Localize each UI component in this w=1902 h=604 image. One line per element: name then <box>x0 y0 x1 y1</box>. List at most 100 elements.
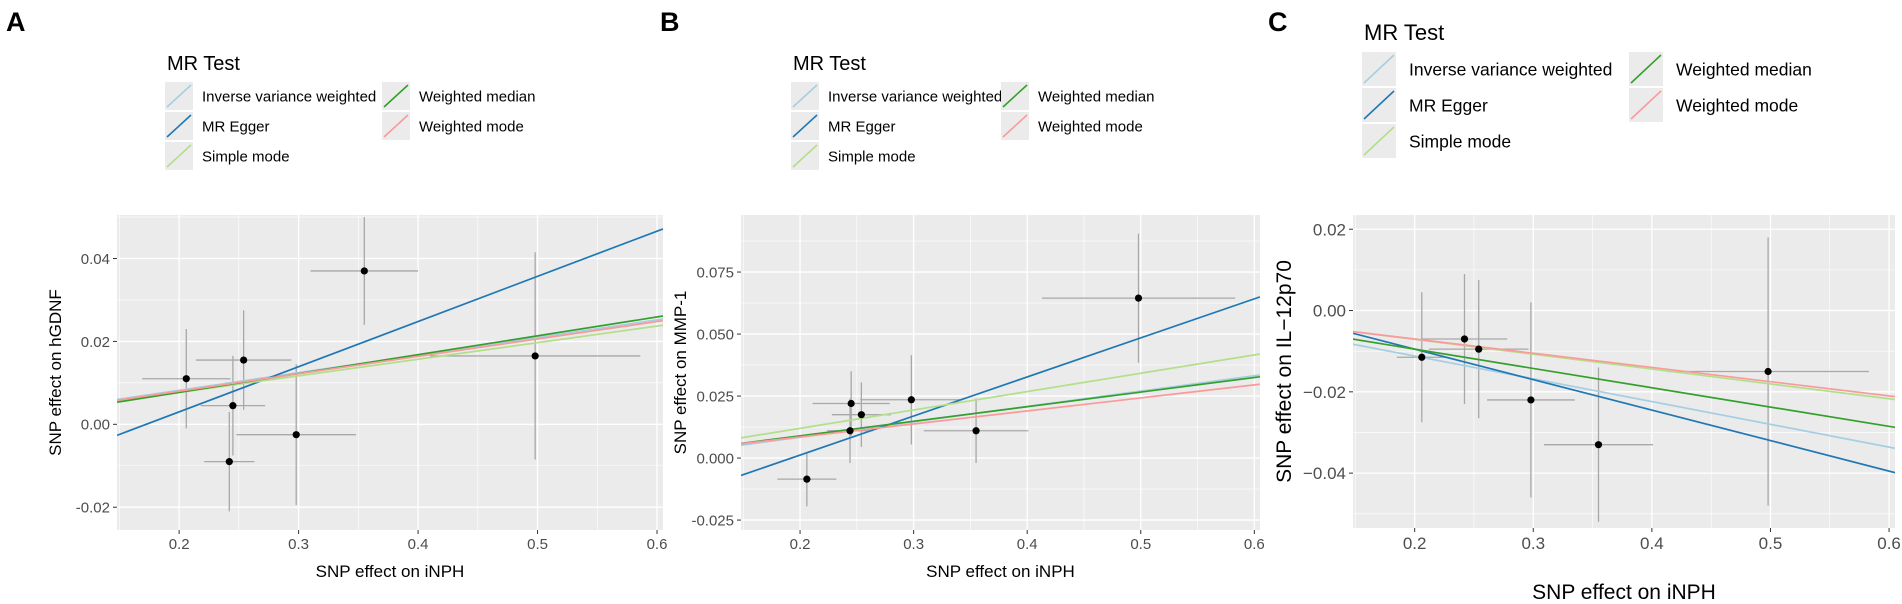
regression-line-wmode <box>741 383 1260 445</box>
legend-label-simple: Simple mode <box>202 148 290 165</box>
panel-b: B MR Test Inverse variance weighted MR Egge… <box>660 7 1265 581</box>
legend-key-egger <box>1363 90 1395 120</box>
legend-title: MR Test <box>1364 20 1444 45</box>
data-point <box>292 431 300 439</box>
data-point <box>229 402 237 410</box>
y-tick-label: 0.050 <box>696 326 734 343</box>
y-tick-label: 0.075 <box>696 264 734 281</box>
legend-key-simple <box>1363 126 1395 156</box>
y-tick-label: 0.02 <box>1313 220 1346 239</box>
x-axis-title: SNP effect on iNPH <box>926 562 1075 581</box>
x-tick-label: 0.3 <box>1521 534 1545 553</box>
legend-key-wmedian <box>383 84 409 108</box>
legend-label-wmedian: Weighted median <box>419 88 535 105</box>
data-point <box>847 399 855 408</box>
x-tick-label: 0.4 <box>1640 534 1664 553</box>
legend-key-wmode <box>383 114 409 138</box>
data-layer <box>1353 237 1895 522</box>
regression-line-wmedian <box>1353 338 1895 429</box>
gridlines <box>1353 215 1895 528</box>
legend-label-ivw: Inverse variance weighted <box>828 88 1002 105</box>
legend-key-wmode <box>1630 90 1662 120</box>
data-point <box>1475 345 1483 353</box>
data-point <box>360 267 368 275</box>
x-tick-label: 0.3 <box>288 536 309 553</box>
legend-label-ivw: Inverse variance weighted <box>202 88 376 105</box>
panel-letter: B <box>660 7 680 37</box>
legend-label-wmode: Weighted mode <box>1676 95 1798 115</box>
y-tick-label: -0.025 <box>691 512 734 529</box>
regression-line-wmedian <box>741 375 1260 445</box>
regression-line-wmedian <box>117 315 663 404</box>
legend-label-egger: MR Egger <box>202 118 270 135</box>
data-point <box>240 356 248 364</box>
x-tick-label: 0.2 <box>1403 534 1427 553</box>
legend-key-simple <box>166 144 192 168</box>
x-tick-label: 0.3 <box>903 536 924 553</box>
legend-key-egger <box>792 114 818 138</box>
data-point <box>907 396 915 404</box>
legend-key-ivw <box>166 84 192 108</box>
x-tick-label: 0.4 <box>1017 536 1038 553</box>
plot-area <box>117 215 663 530</box>
x-tick-label: 0.4 <box>408 536 429 553</box>
plot-area <box>741 215 1260 530</box>
y-tick-label: 0.000 <box>696 450 734 467</box>
y-tick-label: 0.00 <box>81 417 110 434</box>
legend-title: MR Test <box>167 53 240 75</box>
panel-a: A MR Test Inverse variance weighted MR Egge… <box>6 7 667 581</box>
x-tick-label: 0.2 <box>169 536 190 553</box>
y-axis-title: SNP effect on IL−12p70 <box>1273 260 1296 483</box>
regression-line-wmode <box>1353 330 1895 398</box>
panel-letter: C <box>1268 7 1288 37</box>
data-point <box>1134 294 1143 302</box>
legend-title: MR Test <box>793 53 866 75</box>
data-point <box>225 458 233 466</box>
data-point <box>1418 353 1426 361</box>
data-point <box>1764 367 1772 376</box>
legend-label-wmedian: Weighted median <box>1038 88 1154 105</box>
x-tick-label: 0.5 <box>1130 536 1151 553</box>
legend: MR Test Inverse variance weighted MR Egger… <box>165 53 535 170</box>
data-layer <box>741 233 1260 507</box>
legend-label-simple: Simple mode <box>828 148 916 165</box>
data-point <box>182 375 190 383</box>
x-tick-label: 0.6 <box>647 536 668 553</box>
data-point <box>972 427 980 435</box>
y-tick-label: 0.04 <box>81 251 110 268</box>
y-tick-label: -0.02 <box>76 500 110 517</box>
gridlines <box>117 215 663 530</box>
legend-key-egger <box>166 114 192 138</box>
regression-line-wmode <box>117 319 663 402</box>
data-point <box>803 475 811 483</box>
y-axis-title: SNP effect on MMP-1 <box>671 291 690 455</box>
regression-line-egger <box>741 296 1260 477</box>
data-point <box>846 427 854 435</box>
legend-key-ivw <box>1363 54 1395 84</box>
data-point <box>531 352 539 360</box>
y-tick-label: 0.02 <box>81 334 110 351</box>
legend: MR Test Inverse variance weighted MR Egger… <box>791 53 1154 170</box>
y-tick-label: −0.02 <box>1303 383 1346 402</box>
panel-letter: A <box>6 7 26 37</box>
regression-line-egger <box>1353 332 1895 474</box>
legend-key-wmedian <box>1630 54 1662 84</box>
legend-label-egger: MR Egger <box>1409 95 1488 115</box>
y-tick-label: 0.00 <box>1313 302 1346 321</box>
x-tick-label: 0.5 <box>527 536 548 553</box>
legend-key-wmode <box>1002 114 1028 138</box>
regression-line-simple <box>741 353 1260 439</box>
panel-c: C MR Test Inverse variance weighted MR Egge… <box>1268 7 1901 604</box>
legend-key-wmedian <box>1002 84 1028 108</box>
x-tick-label: 0.6 <box>1244 536 1265 553</box>
x-tick-label: 0.5 <box>1759 534 1783 553</box>
regression-line-egger <box>117 228 663 437</box>
y-axis-title: SNP effect on hGDNF <box>46 289 65 456</box>
y-tick-label: −0.04 <box>1303 464 1346 483</box>
legend-label-wmode: Weighted mode <box>419 118 524 135</box>
legend-label-egger: MR Egger <box>828 118 896 135</box>
y-tick-label: 0.025 <box>696 388 734 405</box>
x-axis-title: SNP effect on iNPH <box>1532 581 1716 604</box>
data-point <box>857 411 865 419</box>
legend-label-wmedian: Weighted median <box>1676 59 1812 79</box>
